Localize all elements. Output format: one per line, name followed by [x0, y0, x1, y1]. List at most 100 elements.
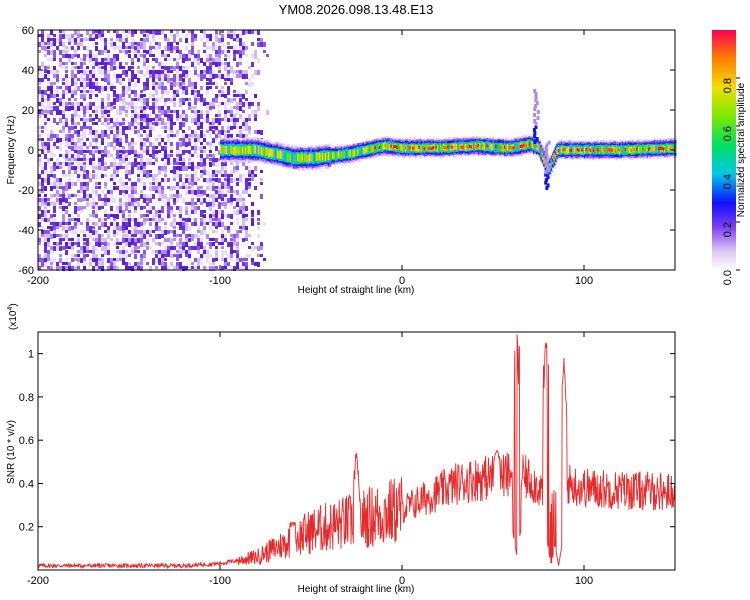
spectrogram-noise-cell: [263, 258, 266, 261]
spectrogram-noise-cell: [107, 98, 110, 101]
spectrogram-ridge-cell: [375, 143, 378, 153]
spectrogram-noise-cell: [146, 162, 149, 165]
spectrogram-noise-cell: [125, 114, 128, 117]
spectrogram-ridge-cell: [425, 144, 428, 152]
spectrogram-noise-cell: [71, 70, 74, 75]
spectrogram-noise-cell: [92, 62, 95, 67]
spectrogram-noise-cell: [152, 94, 155, 97]
spectrogram-noise-cell: [206, 186, 209, 190]
spectrogram-noise-cell: [131, 238, 134, 242]
spectrogram-noise-cell: [137, 46, 140, 50]
spectrogram-noise-cell: [200, 146, 203, 151]
spectrogram-noise-cell: [167, 110, 170, 113]
spectrogram-noise-cell: [236, 230, 239, 235]
spectrogram-noise-cell: [197, 234, 200, 238]
spectrogram-noise-cell: [50, 150, 53, 155]
spectrogram-ridge-cell: [642, 143, 645, 154]
spectrogram-noise-cell: [218, 170, 221, 174]
spectrogram-noise-cell: [212, 82, 215, 85]
spectrogram-noise-cell: [83, 110, 86, 114]
spectrogram-noise-cell: [53, 166, 56, 171]
spectrogram-noise-cell: [143, 66, 146, 69]
spectrogram-ridge-cell: [652, 145, 655, 152]
spectrogram-noise-cell: [65, 78, 68, 82]
spectrogram-noise-cell: [101, 62, 104, 65]
spectrogram-noise-cell: [170, 82, 173, 87]
spectrogram-noise-cell: [191, 50, 194, 55]
spectrogram-noise-cell: [131, 110, 134, 113]
spectrogram-noise-cell: [47, 142, 50, 147]
spectrogram-noise-cell: [215, 34, 218, 39]
spectrogram-noise-cell: [230, 162, 233, 165]
spectrogram-noise-cell: [38, 254, 41, 259]
spectrogram-noise-cell: [185, 90, 188, 95]
spectrogram-noise-cell: [59, 238, 62, 243]
colorbar-tick-label: 0.6: [722, 126, 734, 141]
spectrogram-noise-cell: [53, 94, 56, 98]
spectrogram-noise-cell: [242, 46, 245, 50]
spectrogram-noise-cell: [44, 162, 47, 167]
spectrogram-noise-cell: [77, 130, 80, 135]
spectrogram-noise-cell: [179, 226, 182, 230]
spectrogram-noise-cell: [203, 250, 206, 255]
spectrogram-noise-cell: [236, 62, 239, 67]
spectrogram-ridge-cell: [352, 150, 355, 157]
spectrogram-noise-cell: [149, 118, 152, 122]
spectrogram-noise-cell: [164, 178, 167, 183]
spectrogram-noise-cell: [77, 214, 80, 217]
spectrogram-noise-cell: [155, 210, 158, 214]
snr-series-line: [38, 334, 675, 570]
spectrogram-noise-cell: [125, 218, 128, 221]
spectrogram-noise-cell: [101, 198, 104, 201]
spectrogram-noise-cell: [140, 258, 143, 262]
spectrogram-noise-cell: [50, 106, 53, 109]
spectrogram-noise-cell: [98, 182, 101, 185]
spectrogram-noise-cell: [155, 46, 158, 51]
spectrogram-noise-cell: [59, 254, 62, 257]
spectrogram-noise-cell: [89, 230, 92, 233]
spectrogram-noise-cell: [68, 194, 71, 199]
spectrogram-noise-cell: [140, 214, 143, 218]
spectrogram-noise-cell: [221, 222, 224, 227]
spectrogram-noise-cell: [227, 182, 230, 186]
spectrogram-noise-cell: [209, 246, 212, 249]
spectrogram-noise-cell: [194, 182, 197, 185]
spectrogram-noise-cell: [191, 166, 194, 171]
spectrogram-noise-cell: [53, 202, 56, 207]
spectrogram-noise-cell: [170, 246, 173, 251]
spectrogram-noise-cell: [188, 214, 191, 219]
spectrogram-noise-cell: [71, 74, 74, 78]
spectrogram-noise-cell: [245, 166, 248, 170]
spectrogram-noise-cell: [227, 174, 230, 178]
spectrogram-noise-cell: [188, 162, 191, 165]
spectrogram-noise-cell: [62, 198, 65, 203]
spectrogram-noise-cell: [164, 226, 167, 229]
spectrogram-noise-cell: [155, 222, 158, 226]
spectrogram-noise-cell: [98, 162, 101, 167]
spectrogram-ridge-cell: [490, 144, 494, 151]
spectrogram-noise-cell: [179, 50, 182, 55]
spectrogram-noise-cell: [131, 98, 134, 101]
spectrogram-noise-cell: [152, 54, 155, 57]
spectrogram-noise-cell: [47, 46, 50, 49]
spectrogram-ridge-cell: [364, 147, 367, 155]
spectrogram-noise-cell: [221, 246, 224, 249]
spectrogram-noise-cell: [224, 162, 227, 167]
spectrogram-noise-cell: [167, 126, 170, 131]
spectrogram-noise-cell: [65, 198, 68, 203]
spectrogram-noise-cell: [254, 50, 257, 54]
spectrogram-ridge-cell: [282, 149, 285, 162]
spectrogram-noise-cell: [104, 122, 107, 126]
spectrogram-noise-cell: [224, 106, 227, 111]
spectrogram-noise-cell: [149, 194, 152, 198]
spectrogram-noise-cell: [98, 70, 101, 74]
spectrogram-noise-cell: [221, 86, 224, 89]
spectrogram-ridge-cell: [466, 145, 469, 149]
spectrogram-noise-cell: [215, 174, 218, 177]
spectrogram-noise-cell: [104, 66, 107, 70]
spectrogram-noise-cell: [230, 190, 233, 193]
spectrogram-noise-cell: [248, 82, 251, 87]
spectrogram-noise-cell: [194, 178, 197, 182]
spectrogram-noise-cell: [131, 250, 134, 254]
